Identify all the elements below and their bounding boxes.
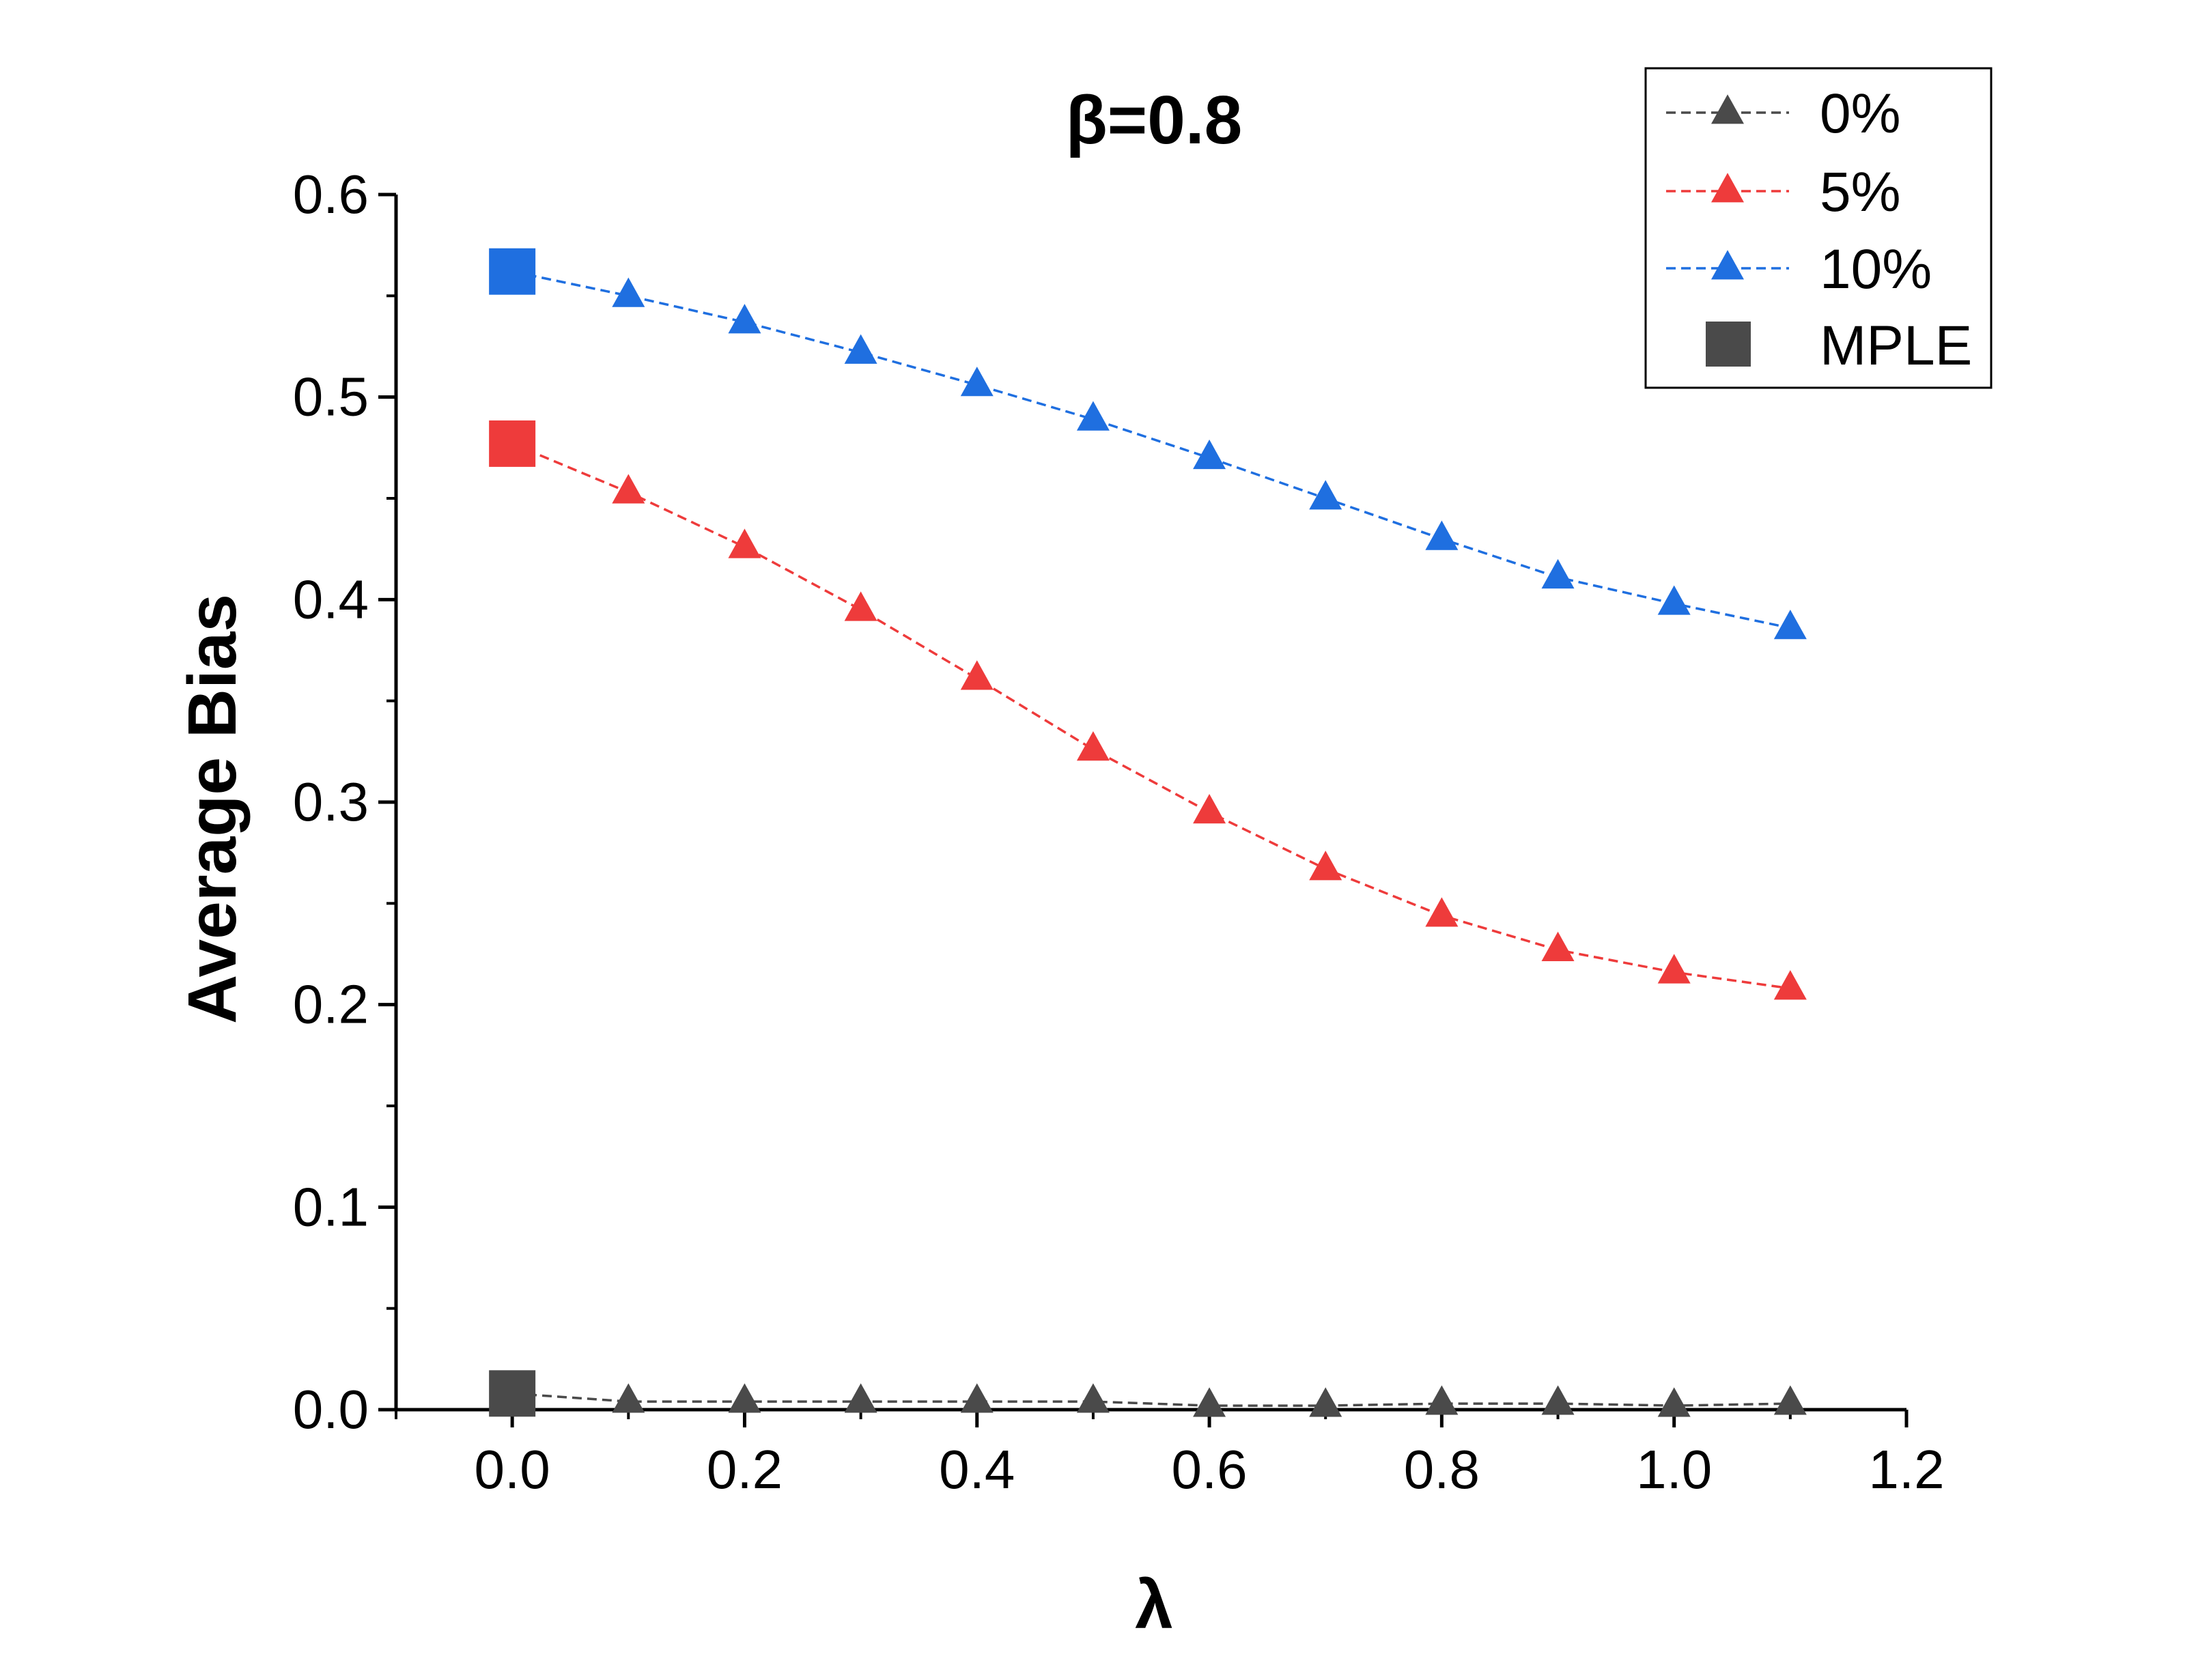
y-tick-label: 0.3 bbox=[293, 771, 369, 832]
y-tick-label: 0.5 bbox=[293, 367, 369, 427]
data-point-0pct bbox=[728, 1383, 761, 1413]
x-axis-label: λ bbox=[1135, 1567, 1173, 1643]
legend-entries: 0% 5% 10% MPLE bbox=[1666, 83, 1972, 377]
series-line-5pct bbox=[511, 442, 1791, 990]
data-point-0pct bbox=[1773, 1385, 1807, 1415]
x-tick-label: 0.6 bbox=[1171, 1439, 1247, 1500]
data-point-5pct bbox=[728, 528, 761, 558]
chart-title: β=0.8 bbox=[1066, 82, 1242, 158]
x-tick-label: 0.8 bbox=[1404, 1439, 1480, 1500]
data-point-5pct bbox=[844, 591, 877, 621]
data-point-0pct bbox=[960, 1383, 994, 1413]
data-point-10pct bbox=[1773, 610, 1807, 640]
data-point-0pct bbox=[1657, 1387, 1691, 1417]
data-point-5pct bbox=[1193, 794, 1226, 824]
x-tick-label: 0.4 bbox=[939, 1439, 1015, 1500]
legend-marker-0pct bbox=[1711, 94, 1744, 124]
y-axis-label: Average Bias bbox=[174, 594, 251, 1024]
series-lines bbox=[511, 270, 1791, 1407]
data-point-5pct bbox=[612, 474, 645, 504]
y-tick-label: 0.6 bbox=[293, 164, 369, 225]
y-tick-label: 0.2 bbox=[293, 974, 369, 1035]
y-tick-label: 0.1 bbox=[293, 1176, 369, 1237]
data-point-0pct bbox=[1309, 1387, 1342, 1417]
data-point-10pct bbox=[844, 334, 877, 364]
mple-point bbox=[489, 1370, 536, 1417]
legend-marker-mple bbox=[1706, 322, 1751, 367]
x-tick-label: 0.0 bbox=[475, 1439, 550, 1500]
data-point-0pct bbox=[1193, 1387, 1226, 1417]
legend-marker-10pct bbox=[1711, 250, 1744, 280]
data-point-5pct bbox=[1425, 897, 1459, 927]
data-point-10pct bbox=[1309, 480, 1342, 510]
legend-label-10pct: 10% bbox=[1820, 238, 1932, 300]
data-point-10pct bbox=[1425, 520, 1459, 550]
data-point-10pct bbox=[1076, 401, 1110, 431]
y-tick-label: 0.4 bbox=[293, 569, 369, 629]
series-line-0pct bbox=[512, 1392, 1790, 1407]
legend-label-5pct: 5% bbox=[1820, 161, 1901, 223]
x-axis: 0.0 0.2 0.4 0.6 0.8 1.0 1.2 bbox=[394, 1408, 1945, 1500]
data-point-10pct bbox=[1193, 439, 1226, 470]
mple-point bbox=[489, 420, 536, 467]
y-tick-label: 0.0 bbox=[293, 1379, 369, 1440]
x-tick-label: 1.2 bbox=[1868, 1439, 1944, 1500]
series-markers bbox=[612, 277, 1807, 1417]
data-point-0pct bbox=[844, 1383, 877, 1413]
x-tick-label: 1.0 bbox=[1636, 1439, 1712, 1500]
legend-marker-5pct bbox=[1711, 173, 1744, 203]
data-point-10pct bbox=[728, 304, 761, 334]
data-point-5pct bbox=[1657, 954, 1691, 984]
data-point-10pct bbox=[960, 367, 994, 397]
data-point-10pct bbox=[1657, 585, 1691, 615]
data-point-0pct bbox=[1541, 1385, 1575, 1415]
data-point-5pct bbox=[1309, 851, 1342, 881]
data-point-5pct bbox=[1541, 931, 1575, 961]
mple-point bbox=[489, 248, 536, 295]
legend-label-mple: MPLE bbox=[1820, 315, 1972, 377]
legend-label-0pct: 0% bbox=[1820, 83, 1901, 145]
data-point-5pct bbox=[1076, 731, 1110, 761]
legend: 0% 5% 10% MPLE bbox=[1644, 67, 1993, 389]
data-point-5pct bbox=[1773, 970, 1807, 1000]
mple-markers bbox=[489, 248, 536, 1417]
data-point-0pct bbox=[1076, 1383, 1110, 1413]
legend-box bbox=[1644, 67, 1993, 389]
data-point-5pct bbox=[960, 660, 994, 690]
x-tick-label: 0.2 bbox=[707, 1439, 783, 1500]
y-axis: 0.0 0.1 0.2 0.3 0.4 0.5 0.6 bbox=[293, 164, 398, 1440]
data-point-10pct bbox=[1541, 558, 1575, 589]
data-point-0pct bbox=[612, 1383, 645, 1413]
data-point-10pct bbox=[612, 277, 645, 307]
data-point-0pct bbox=[1425, 1385, 1459, 1415]
series-line-10pct bbox=[511, 270, 1791, 629]
